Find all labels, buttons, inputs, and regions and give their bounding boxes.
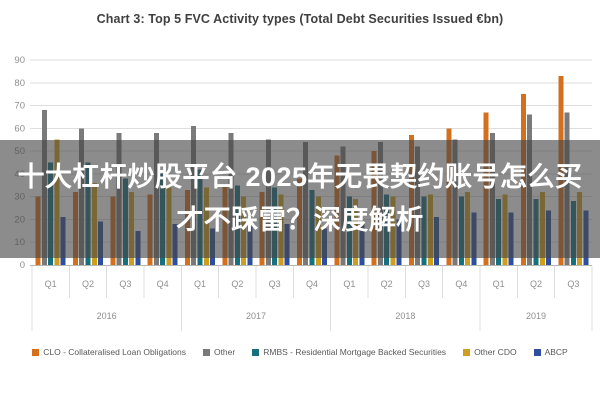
legend-item: ABCP	[533, 347, 568, 357]
quarter-label: Q4	[157, 279, 169, 289]
quarter-label: Q1	[493, 279, 505, 289]
quarter-label: Q3	[567, 279, 579, 289]
quarter-label: Q4	[306, 279, 318, 289]
legend-item: Other	[202, 347, 236, 357]
legend-item: RMBS - Residential Mortgage Backed Secur…	[252, 347, 446, 357]
legend-swatch-icon	[32, 348, 40, 356]
legend-item: CLO - Collateralised Loan Obligations	[32, 347, 186, 357]
legend: CLO - Collateralised Loan Obligations Oth…	[0, 347, 600, 357]
quarter-label: Q2	[231, 279, 243, 289]
legend-swatch-icon	[463, 348, 471, 356]
legend-swatch-icon	[252, 348, 260, 356]
year-label: 2018	[395, 311, 415, 321]
chart-title: Chart 3: Top 5 FVC Activity types (Total…	[96, 12, 504, 26]
quarter-label: Q1	[343, 279, 355, 289]
quarter-label: Q3	[269, 279, 281, 289]
quarter-label: Q2	[530, 279, 542, 289]
year-label: 2017	[246, 311, 266, 321]
y-axis-tick-label: 0	[20, 260, 25, 271]
legend-label: CLO - Collateralised Loan Obligations	[43, 347, 186, 357]
y-axis-tick-label: 60	[14, 123, 25, 134]
y-axis-tick-label: 90	[14, 55, 25, 66]
y-axis-tick-label: 80	[14, 78, 25, 89]
legend-label: RMBS - Residential Mortgage Backed Secur…	[263, 347, 447, 357]
quarter-label: Q4	[455, 279, 467, 289]
legend-label: Other	[213, 347, 236, 357]
legend-swatch-icon	[202, 348, 210, 356]
quarter-label: Q2	[381, 279, 393, 289]
quarter-label: Q3	[119, 279, 131, 289]
legend-swatch-icon	[533, 348, 541, 356]
y-axis-tick-label: 70	[14, 101, 25, 112]
overlay-text-line2: 才不踩雷？深度解析	[176, 204, 424, 235]
legend-label: ABCP	[544, 347, 568, 357]
quarter-label: Q2	[82, 279, 94, 289]
overlay-text-line1: 十大杠杆炒股平台 2025年无畏契约账号怎么买	[17, 162, 583, 193]
legend-item: Other CDO	[463, 347, 517, 357]
year-label: 2016	[97, 311, 117, 321]
overlay-banner: 十大杠杆炒股平台 2025年无畏契约账号怎么买 才不踩雷？深度解析	[0, 140, 600, 258]
quarter-label: Q3	[418, 279, 430, 289]
quarter-label: Q1	[45, 279, 57, 289]
legend-label: Other CDO	[474, 347, 517, 357]
quarter-label: Q1	[194, 279, 206, 289]
year-label: 2019	[526, 311, 546, 321]
